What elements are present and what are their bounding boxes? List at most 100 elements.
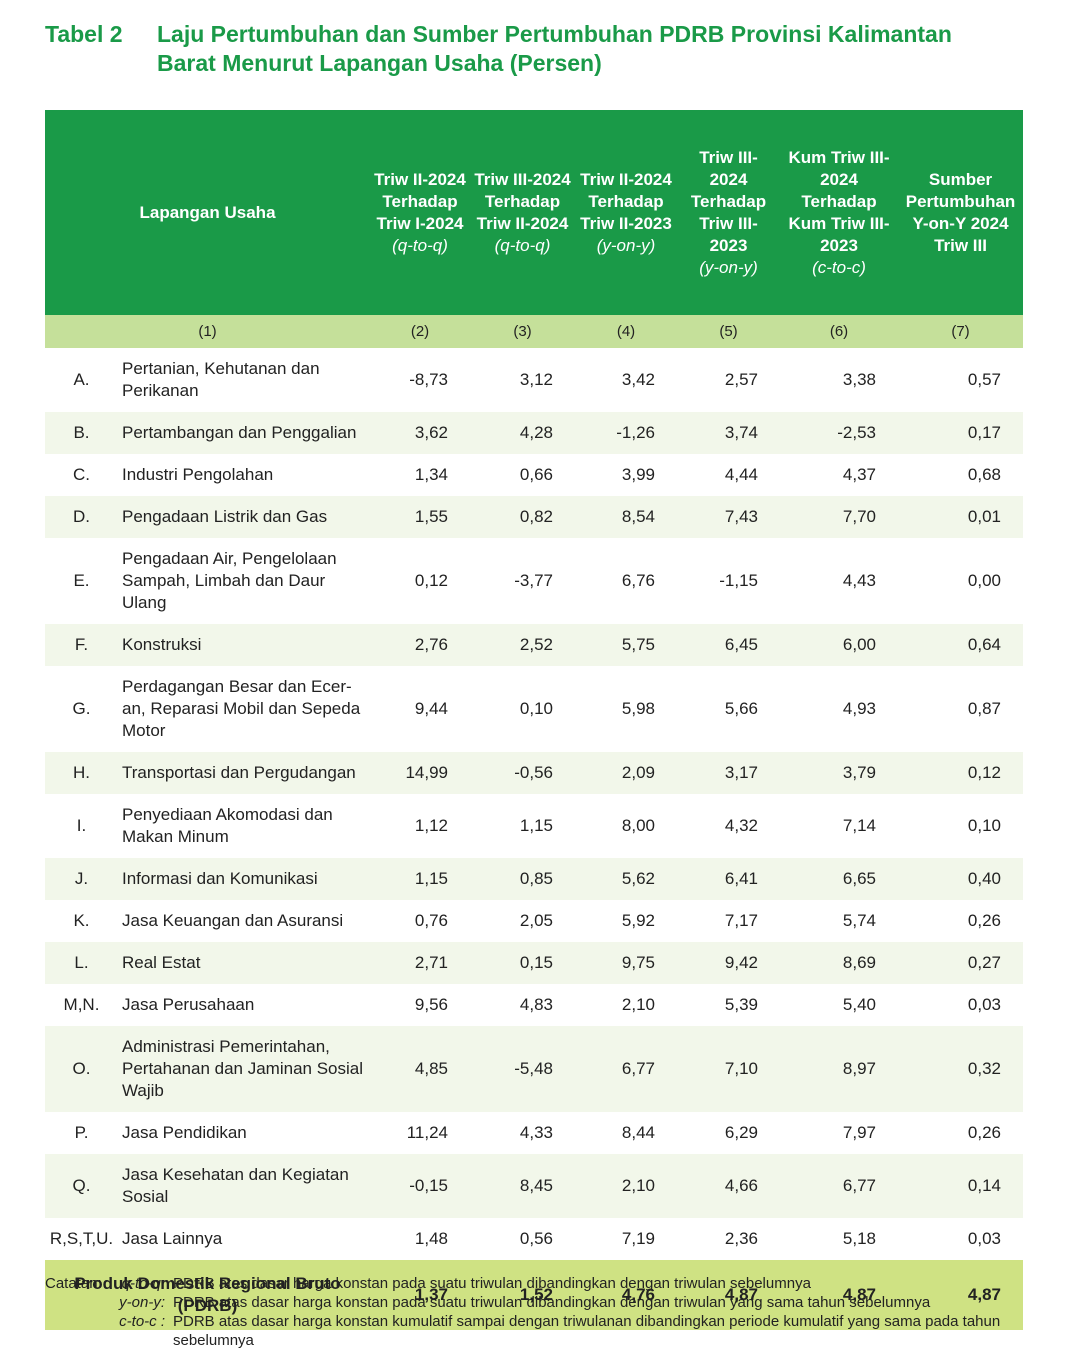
header-cell: Triw II-2024 Terhadap Triw II-2023 (y-on-… xyxy=(575,110,678,315)
row-name: Jasa Keuangan dan Asuransi xyxy=(122,911,344,930)
cell-value: 0,12 xyxy=(898,752,1024,794)
cell-value: 0,82 xyxy=(470,496,576,538)
cell-value: 0,64 xyxy=(898,624,1024,666)
cell-value: 0,56 xyxy=(519,1229,554,1248)
column-number: (1) xyxy=(45,315,371,348)
cell-value: 6,00 xyxy=(780,624,899,666)
row-code: B. xyxy=(45,412,118,454)
header-text: Triw II-2024 Terhadap Triw I-2024 xyxy=(374,169,466,233)
cell-value: 4,85 xyxy=(370,1026,471,1112)
cell-value: 8,69 xyxy=(780,942,899,984)
cell-value: -3,77 xyxy=(514,571,554,590)
cell-value: 0,01 xyxy=(898,496,1024,538)
cell-value: 0,10 xyxy=(967,816,1002,835)
table-row: H. Transportasi dan Pergudangan 14,99 -0,56… xyxy=(45,752,1024,794)
cell-value: 8,54 xyxy=(575,496,678,538)
note-text: PDRB atas dasar harga konstan kumulatif … xyxy=(173,1313,1001,1349)
cell-value: 8,45 xyxy=(470,1154,576,1218)
row-code: M,N. xyxy=(63,995,100,1014)
total-value: 4,87 xyxy=(898,1260,1024,1330)
row-name: Pengadaan Listrik dan Gas xyxy=(118,496,371,538)
row-name: Pertanian, Kehutanan dan Perikanan xyxy=(122,359,320,400)
header-cell: Triw II-2024 Terhadap Triw I-2024 (q-to-q… xyxy=(370,110,471,315)
row-name: Penyediaan Akomodasi dan Makan Minum xyxy=(122,805,333,846)
row-name: Informasi dan Komunikasi xyxy=(118,858,371,900)
header-text: Kum Triw III-2024 Terhadap Kum Triw III-… xyxy=(788,147,890,255)
table-row: O. Administrasi Pemerintahan, Pertahanan … xyxy=(45,1026,1024,1112)
cell-value: 4,37 xyxy=(842,465,877,484)
cell-value: 3,17 xyxy=(677,752,781,794)
number-row: (1) (2) (3) (4) (5) (6) (7) xyxy=(45,315,1024,348)
cell-value: 0,03 xyxy=(967,1229,1002,1248)
cell-value: 7,70 xyxy=(780,496,899,538)
cell-value: 14,99 xyxy=(370,752,471,794)
cell-value: 2,52 xyxy=(470,624,576,666)
note-text: PDRB atas dasar harga konstan pada suatu… xyxy=(173,1275,811,1292)
column-number: (5) xyxy=(677,315,781,348)
total-value: 1,52 xyxy=(470,1260,576,1330)
cell-value: 0,87 xyxy=(967,699,1002,718)
cell-value: 0,76 xyxy=(414,911,449,930)
row-code: H. xyxy=(45,752,118,794)
header-cell: Triw III-2024 Terhadap Triw II-2024 (q-to… xyxy=(470,110,576,315)
row-code: I. xyxy=(76,816,87,835)
total-value: 4,87 xyxy=(677,1260,781,1330)
row-name: Jasa Lainnya xyxy=(122,1229,223,1248)
cell-value: 2,36 xyxy=(724,1229,759,1248)
table-row: D. Pengadaan Listrik dan Gas 1,55 0,82 8,54 7… xyxy=(45,496,1024,538)
table-row: F. Konstruksi 2,76 2,52 5,75 6,45 6,00 0,64 xyxy=(45,624,1024,666)
cell-value: 4,43 xyxy=(842,571,877,590)
cell-value: 0,27 xyxy=(898,942,1024,984)
cell-value: 0,32 xyxy=(898,1026,1024,1112)
row-code: D. xyxy=(45,496,118,538)
cell-value: 8,44 xyxy=(621,1123,656,1142)
row-code: R,S,T,U. xyxy=(49,1229,114,1248)
column-number: (6) xyxy=(780,315,899,348)
cell-value: 9,56 xyxy=(414,995,449,1014)
cell-value: 7,19 xyxy=(621,1229,656,1248)
header-text: Triw III-2024 Terhadap Triw III-2023 xyxy=(690,147,767,255)
column-number: (2) xyxy=(370,315,471,348)
cell-value: 8,00 xyxy=(621,816,656,835)
cell-value: 2,57 xyxy=(724,370,759,389)
cell-value: 0,14 xyxy=(898,1154,1024,1218)
cell-value: 7,17 xyxy=(724,911,759,930)
cell-value: -1,15 xyxy=(719,571,759,590)
column-number: (3) xyxy=(470,315,576,348)
cell-value: 0,17 xyxy=(898,412,1024,454)
cell-value: 5,74 xyxy=(842,911,877,930)
row-code: K. xyxy=(73,911,90,930)
notes-label: Catatan: xyxy=(45,1275,102,1292)
table-row: E. Pengadaan Air, Pengelolaan Sampah, Lim… xyxy=(45,538,1023,624)
row-code: Q. xyxy=(45,1154,118,1218)
cell-value: 0,03 xyxy=(967,995,1002,1014)
cell-value: 3,99 xyxy=(621,465,656,484)
cell-value: 0,00 xyxy=(967,571,1002,590)
table-row: Q. Jasa Kesehatan dan Kegiatan Sosial -0,1… xyxy=(45,1154,1024,1218)
table: Lapangan Usaha Triw II-2024 Terhadap Triw… xyxy=(45,110,1024,1330)
cell-value: 0,26 xyxy=(967,911,1002,930)
row-code: G. xyxy=(72,699,91,718)
row-name: Jasa Kesehatan dan Kegiatan Sosial xyxy=(118,1154,371,1218)
table-row: P. Jasa Pendidikan 11,24 4,33 8,44 6,29 7,97 0,… xyxy=(45,1112,1023,1154)
cell-value: 3,62 xyxy=(370,412,471,454)
total-value: 1,37 xyxy=(370,1260,471,1330)
cell-value: 1,15 xyxy=(370,858,471,900)
cell-value: 1,12 xyxy=(414,816,449,835)
row-name: Jasa Perusahaan xyxy=(122,995,255,1014)
cell-value: 2,10 xyxy=(621,995,656,1014)
row-name: Pengadaan Air, Pengelolaan Sampah, Limba… xyxy=(122,549,337,612)
cell-value: 2,09 xyxy=(575,752,678,794)
cell-value: 0,26 xyxy=(967,1123,1002,1142)
total-row: Produk Domestik Regional Bruto (PDRB) 1,3… xyxy=(45,1260,1024,1330)
cell-value: 5,62 xyxy=(575,858,678,900)
cell-value: -5,48 xyxy=(470,1026,576,1112)
cell-value: 3,38 xyxy=(842,370,877,389)
table-row: I. Penyediaan Akomodasi dan Makan Minum 1,… xyxy=(45,794,1023,858)
header-cell: Kum Triw III-2024 Terhadap Kum Triw III-… xyxy=(780,110,899,315)
cell-value: 3,79 xyxy=(780,752,899,794)
cell-value: 5,40 xyxy=(842,995,877,1014)
note-text: PDRB atas dasar harga konstan pada suatu… xyxy=(173,1294,931,1311)
table-row: A. Pertanian, Kehutanan dan Perikanan -8,7… xyxy=(45,348,1023,412)
